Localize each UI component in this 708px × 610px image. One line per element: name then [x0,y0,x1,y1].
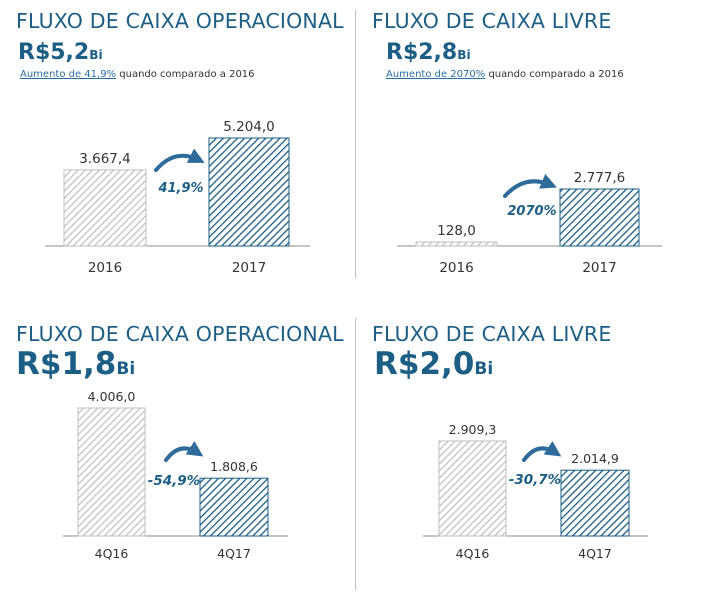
change-arrow-icon [522,441,562,462]
panel-title: FLUXO DE CAIXA LIVRE [372,9,612,33]
bar-chart: 128,0 2016 2.777,6 2017 2070% [397,170,662,276]
bar-2016 [415,241,498,247]
data-label: 2.909,3 [449,422,497,437]
comparison-note: Aumento de 2070% quando comparado a 2016 [386,69,624,80]
growth-link[interactable]: Aumento de 41,9% [20,69,117,80]
bar-chart: 4.006,0 4Q16 1.808,6 4Q17 -54,9% [63,389,288,561]
change-arrow-icon [164,441,204,462]
change-arrow-icon [503,173,557,198]
data-label: 4.006,0 [88,389,136,404]
panel-title: FLUXO DE CAIXA LIVRE [372,322,612,346]
x-tick-label: 4Q16 [456,546,490,561]
data-label: 2.777,6 [574,170,626,186]
x-tick-label: 4Q16 [95,546,129,561]
bar-chart: 2.909,3 4Q16 2.014,9 4Q17 -30,7% [423,422,648,561]
bar-2017 [559,188,640,247]
headline-unit: Bi [116,359,136,379]
panel-title: FLUXO DE CAIXA OPERACIONAL [16,322,344,346]
change-arrow-icon [154,148,205,172]
headline-value: R$2,8Bi [386,40,471,65]
headline-value: R$1,8Bi [16,346,135,382]
data-label: 1.808,6 [210,459,258,474]
headline-amount: R$1,8 [16,346,117,382]
change-label: -54,9% [148,473,200,489]
data-label: 128,0 [437,223,476,239]
comparison-note: Aumento de 41,9% quando comparado a 2016 [20,69,255,80]
headline-amount: R$5,2 [18,40,90,65]
x-tick-label: 2016 [439,260,473,276]
panel-annual-free-cash-flow: FLUXO DE CAIXA LIVRE R$2,8Bi Aumento de … [355,0,708,300]
bar-chart: 3.667,4 2016 5.204,0 2017 41,9% [45,119,310,276]
headline-amount: R$2,0 [374,346,475,382]
panel-quarterly-operating-cash-flow: FLUXO DE CAIXA OPERACIONAL R$1,8Bi 4.006… [0,300,355,610]
bar-4Q17 [199,477,269,537]
panel-quarterly-free-cash-flow: FLUXO DE CAIXA LIVRE R$2,0Bi 2.909,3 4Q16… [355,300,708,610]
bar-4Q16 [438,440,507,537]
panel-annual-operating-cash-flow: FLUXO DE CAIXA OPERACIONAL R$5,2Bi Aumen… [0,0,355,300]
bar-4Q17 [560,469,630,537]
panel-divider-top [355,10,356,278]
comparison-text: quando comparado a 2016 [485,69,624,80]
headline-unit: Bi [89,48,103,62]
headline-amount: R$2,8 [386,40,458,65]
change-label: 41,9% [157,181,203,196]
panel-divider-bottom [355,318,356,590]
bar-4Q16 [77,407,146,537]
bar-2016 [63,169,147,247]
data-label: 3.667,4 [79,151,131,167]
data-label: 2.014,9 [571,451,619,466]
change-label: -30,7% [509,472,561,488]
headline-unit: Bi [474,359,494,379]
headline-unit: Bi [457,48,471,62]
panel-title: FLUXO DE CAIXA OPERACIONAL [16,9,344,33]
change-label: 2070% [507,204,556,219]
growth-link[interactable]: Aumento de 2070% [386,69,486,80]
x-tick-label: 4Q17 [578,546,612,561]
headline-value: R$5,2Bi [18,40,103,65]
headline-value: R$2,0Bi [374,346,493,382]
x-tick-label: 2017 [232,260,266,276]
x-tick-label: 2016 [88,260,122,276]
x-tick-label: 4Q17 [217,546,251,561]
bar-2017 [208,137,290,247]
x-tick-label: 2017 [582,260,616,276]
data-label: 5.204,0 [223,119,275,135]
comparison-text: quando comparado a 2016 [116,69,255,80]
